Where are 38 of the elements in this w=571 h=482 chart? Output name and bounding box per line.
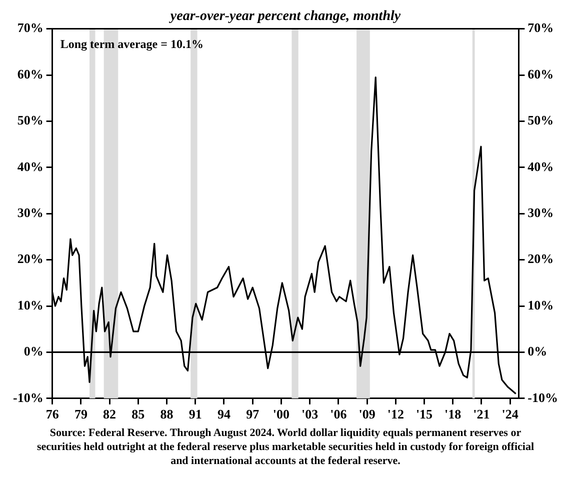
x-tick-label: '12 xyxy=(387,406,404,422)
x-tick-label: 76 xyxy=(46,406,60,422)
x-tick-label: '24 xyxy=(502,406,519,422)
y-tick-label: 50% xyxy=(17,112,44,128)
x-tick-label: 79 xyxy=(74,406,88,422)
y-tick-label: 0% xyxy=(24,344,44,359)
y-tick-label: 60% xyxy=(17,66,44,82)
y-tick-label: 30% xyxy=(17,204,44,220)
x-tick-label: 91 xyxy=(188,406,202,422)
x-tick-label: 94 xyxy=(217,406,231,422)
source-note: Source: Federal Reserve. Through August 2024. World dollar liquidity equals permanent reserves or securities held outright at the federal reserve plus marketable securities held in custody for foreign official and international accounts at the federal reserve. xyxy=(36,426,536,468)
y-tick-label: 40% xyxy=(17,158,44,174)
annotation: Long term average = 10.1% xyxy=(60,36,204,51)
y2-tick-label: 20% xyxy=(528,251,554,266)
x-tick-label: 88 xyxy=(160,406,174,422)
x-tick-label: 97 xyxy=(246,406,260,422)
chart-subtitle: year-over-year percent change, monthly xyxy=(168,9,402,24)
y2-tick-label: 70% xyxy=(528,20,554,36)
y-tick-label: 20% xyxy=(17,251,44,266)
x-tick-label: '15 xyxy=(416,406,434,422)
y2-tick-label: 50% xyxy=(528,112,554,128)
x-tick-label: '03 xyxy=(302,406,319,422)
x-tick-label: 85 xyxy=(132,406,146,422)
x-tick-label: 82 xyxy=(103,406,116,422)
y2-tick-label: -10% xyxy=(528,390,558,405)
x-tick-label: '00 xyxy=(272,406,290,422)
x-tick-label: '21 xyxy=(473,406,490,422)
x-tick-label: '09 xyxy=(358,406,376,422)
x-tick-label: '06 xyxy=(330,406,348,422)
y-tick-label: 10% xyxy=(17,297,44,312)
y2-tick-label: 0% xyxy=(528,344,548,359)
y-tick-label: 70% xyxy=(17,20,44,36)
y-tick-label: -10% xyxy=(12,390,44,405)
y2-tick-label: 40% xyxy=(528,158,554,174)
x-tick-label: '18 xyxy=(444,406,462,422)
y2-tick-label: 10% xyxy=(528,297,554,312)
y2-tick-label: 30% xyxy=(528,204,554,220)
y2-tick-label: 60% xyxy=(528,66,554,82)
